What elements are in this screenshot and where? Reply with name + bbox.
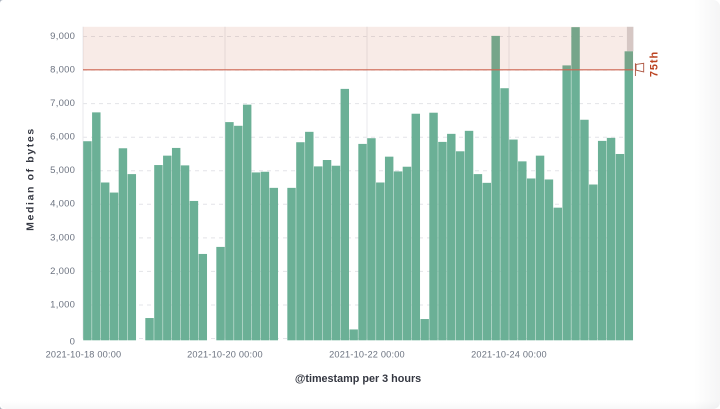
svg-text:2021-10-22 00:00: 2021-10-22 00:00 xyxy=(329,350,405,360)
svg-text:75th: 75th xyxy=(649,51,661,77)
svg-text:9,000: 9,000 xyxy=(50,31,75,42)
svg-text:6,000: 6,000 xyxy=(50,132,75,143)
svg-text:7,000: 7,000 xyxy=(50,98,75,109)
svg-text:5,000: 5,000 xyxy=(50,165,75,176)
svg-text:0: 0 xyxy=(70,336,76,347)
svg-text:2021-10-24 00:00: 2021-10-24 00:00 xyxy=(471,350,547,360)
svg-text:Median of bytes: Median of bytes xyxy=(25,127,37,231)
svg-text:4,000: 4,000 xyxy=(50,199,75,210)
svg-text:@timestamp per 3 hours: @timestamp per 3 hours xyxy=(295,373,421,385)
svg-text:3,000: 3,000 xyxy=(50,232,75,243)
svg-text:8,000: 8,000 xyxy=(50,65,75,76)
svg-text:2021-10-20 00:00: 2021-10-20 00:00 xyxy=(187,350,263,360)
svg-text:2021-10-18 00:00: 2021-10-18 00:00 xyxy=(46,350,122,360)
svg-text:1,000: 1,000 xyxy=(50,299,75,310)
svg-text:2,000: 2,000 xyxy=(50,266,75,277)
